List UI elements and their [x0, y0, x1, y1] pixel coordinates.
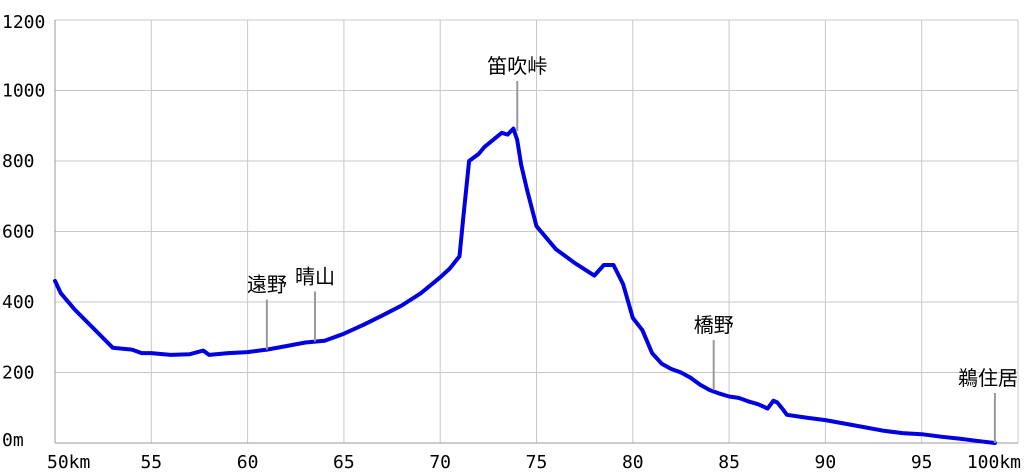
landmark-label: 晴山 [295, 264, 335, 288]
landmark-label: 笛吹峠 [487, 54, 547, 78]
y-tick-label: 600 [2, 222, 35, 243]
elevation-series [53, 126, 997, 445]
y-tick-label: 400 [2, 292, 35, 313]
elevation-line [53, 126, 997, 445]
x-tick-label: 50km [47, 452, 90, 473]
y-tick-label: 1200 [2, 12, 45, 33]
x-tick-label: 55 [140, 452, 162, 473]
landmark-label: 鵜住居 [958, 366, 1018, 390]
y-tick-label: 200 [2, 363, 35, 384]
x-tick-label: 100km [967, 452, 1021, 473]
plot-frame [54, 20, 1018, 444]
x-tick-label: 65 [333, 452, 355, 473]
y-tick-label: 1000 [2, 81, 45, 102]
axis-tick-labels: 50km 55 60 65 70 75 80 85 90 95 100km 0m 200 400 600 80… [2, 12, 1021, 473]
landmark-label: 橋野 [694, 313, 734, 337]
x-tick-label: 60 [237, 452, 259, 473]
x-tick-label: 85 [718, 452, 740, 473]
y-tick-label: 0m [2, 430, 24, 451]
x-tick-label: 75 [526, 452, 548, 473]
x-tick-label: 95 [911, 452, 933, 473]
landmark-label: 遠野 [247, 273, 287, 297]
x-tick-label: 80 [622, 452, 644, 473]
grid-lines [55, 19, 1019, 443]
x-tick-label: 70 [429, 452, 451, 473]
x-tick-label: 90 [815, 452, 837, 473]
y-tick-label: 800 [2, 151, 35, 172]
